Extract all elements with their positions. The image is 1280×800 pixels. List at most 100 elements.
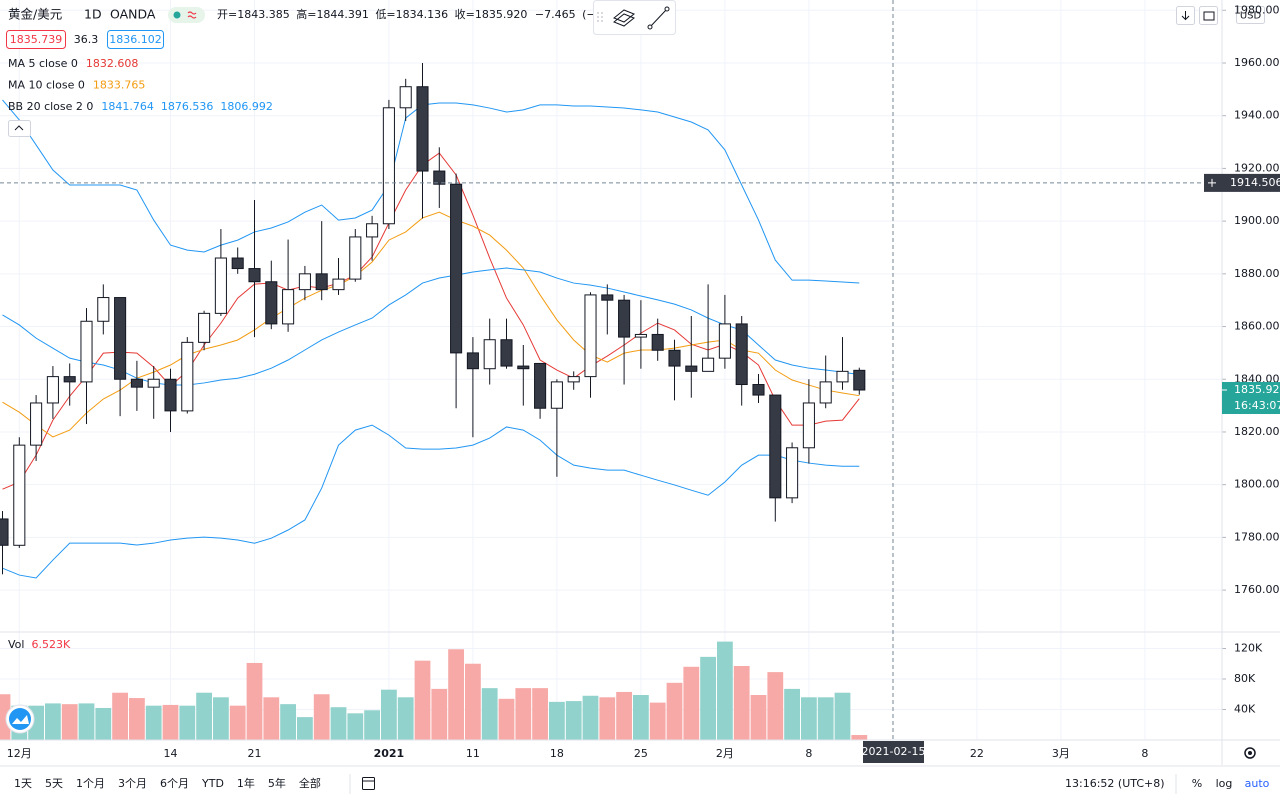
drawing-toolbar (593, 0, 676, 35)
volume-bar (179, 705, 196, 740)
candle-body (500, 339, 513, 367)
candle-body (534, 362, 547, 409)
volume-bar (0, 694, 11, 740)
candle-body (517, 365, 530, 370)
open-value: 1843.385 (237, 8, 290, 21)
range-button[interactable]: 5年 (268, 776, 286, 790)
y-tick-label: 1900.000 (1234, 214, 1280, 227)
indicator-line (2, 267, 860, 386)
delayed-icon (187, 11, 197, 19)
close-value: 1835.920 (475, 8, 528, 21)
countdown-box (1222, 398, 1280, 415)
candle-body (315, 273, 328, 291)
y-tick-label: 1780.000 (1234, 530, 1280, 543)
range-button[interactable]: 5天 (45, 777, 63, 790)
logo-mark (12, 715, 29, 724)
x-tick-label: 11 (466, 747, 480, 760)
range-button[interactable]: YTD (201, 777, 224, 790)
candle-body (685, 365, 698, 372)
candle-body (282, 289, 295, 325)
candle-body (450, 183, 463, 354)
volume-bar (263, 697, 280, 740)
range-button[interactable]: 全部 (299, 776, 321, 790)
percent-toggle[interactable]: % (1192, 777, 1202, 790)
legend-value: 1876.536 (161, 100, 214, 113)
candle-body (30, 402, 43, 446)
currency-box[interactable] (1236, 6, 1265, 24)
volume-bar (45, 703, 61, 740)
drag-handle[interactable] (597, 12, 603, 24)
volume-bar (78, 703, 95, 740)
auto-toggle[interactable]: auto (1245, 777, 1270, 790)
last-price-label: 1835.920 (1234, 383, 1280, 396)
candle-body (836, 370, 849, 383)
volume-bar (313, 694, 330, 740)
x-tick-label: 25 (634, 747, 648, 760)
settings-icon-core (1248, 751, 1252, 755)
candle-body (668, 349, 681, 367)
candle-body (265, 281, 278, 325)
indicator-line (2, 211, 860, 438)
log-toggle[interactable]: log (1216, 777, 1233, 790)
crosshair-price-label: 1914.506 (1230, 176, 1280, 189)
indicator-line (2, 99, 860, 284)
volume-bar (649, 702, 666, 740)
range-button[interactable]: 1年 (237, 776, 255, 790)
logo (9, 708, 31, 730)
range-button[interactable]: 3个月 (118, 777, 147, 790)
legend-toggle-icon (14, 125, 24, 131)
range-button[interactable]: 6个月 (160, 777, 189, 790)
ask-box[interactable] (107, 30, 164, 49)
candle-body (97, 297, 110, 322)
x-tick-label: 2021 (374, 747, 405, 760)
high-value: 1844.391 (316, 8, 369, 21)
candle-body (63, 376, 76, 383)
candle-body (349, 236, 362, 280)
tool-trend-line[interactable] (649, 8, 668, 28)
change: −7.465 (535, 8, 576, 21)
range-button[interactable]: 1个月 (76, 777, 105, 790)
volume-bar (666, 682, 683, 740)
candle-body (618, 299, 631, 338)
goto-date[interactable] (362, 777, 375, 790)
candle-body (769, 394, 782, 499)
clock: 13:16:52 (UTC+8) (1065, 777, 1165, 790)
x-tick-label: 12月 (7, 747, 32, 760)
candle-body (0, 518, 9, 546)
volume-bar (162, 704, 179, 740)
volume-layer (0, 641, 868, 740)
crosshair-plus[interactable] (1208, 178, 1216, 187)
volume-bar (465, 663, 481, 740)
candle-body (298, 273, 311, 291)
candle-body (483, 339, 496, 370)
volume-bar (599, 697, 616, 740)
legend-toggle[interactable] (8, 120, 31, 137)
indicator-line (2, 152, 860, 490)
volume-bar (565, 701, 582, 740)
market-status[interactable] (168, 7, 205, 23)
x-tick-label: 22 (970, 747, 984, 760)
settings-icon[interactable] (1244, 747, 1256, 759)
volume-bar (481, 688, 498, 740)
market-open-dot (173, 11, 181, 19)
y-tick-label: 1860.000 (1234, 320, 1280, 333)
bid: 1835.739 (10, 33, 63, 46)
reset-button[interactable] (1199, 6, 1218, 25)
bid-box[interactable] (6, 30, 66, 49)
volume-bar (112, 692, 128, 740)
candle-body (802, 402, 815, 449)
range-button[interactable]: 1天 (14, 777, 32, 790)
volume-bar (683, 666, 700, 740)
tool-ray[interactable] (613, 9, 635, 27)
close-label: 收= (455, 7, 475, 21)
volume-bar (700, 656, 716, 740)
tool-trend-start (647, 24, 653, 30)
candle-body (601, 294, 614, 301)
volume-bar (549, 701, 565, 740)
volume-tick-label: 120K (1234, 641, 1263, 654)
candle-body (332, 278, 345, 291)
volume-bar (767, 672, 784, 740)
